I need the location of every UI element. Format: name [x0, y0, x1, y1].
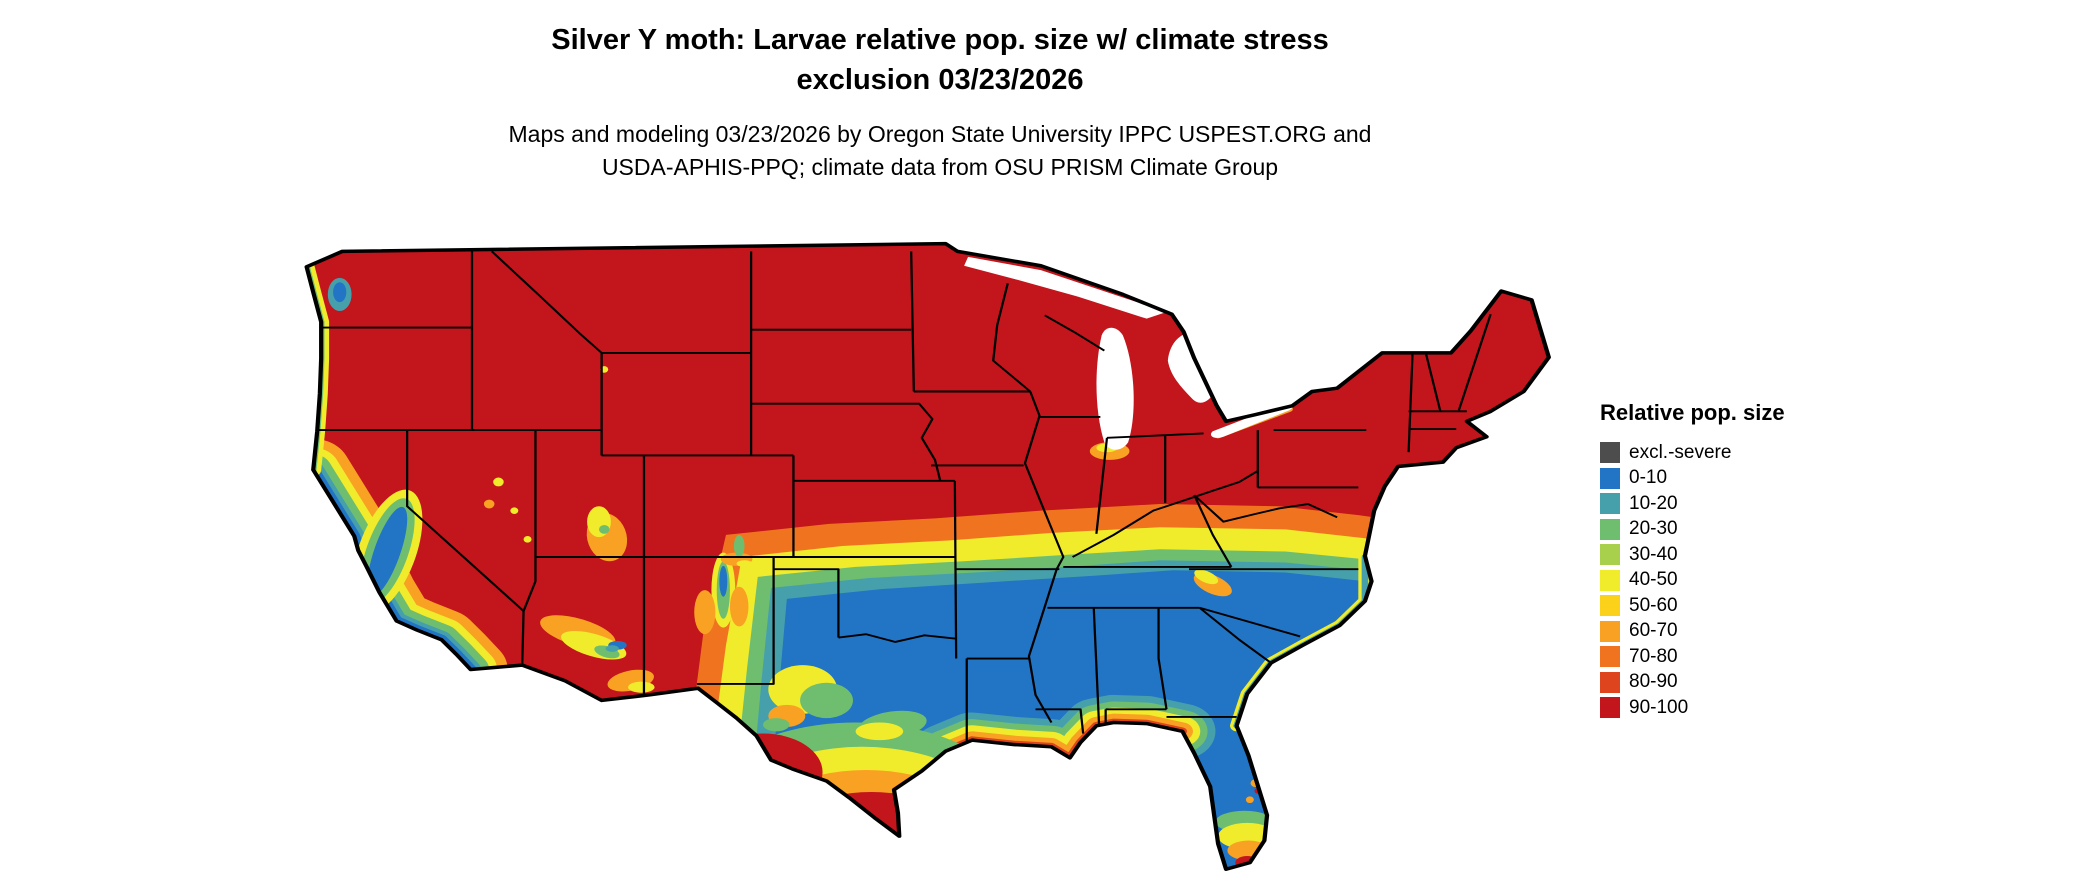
- terrain-detail-patches: [483, 366, 1232, 693]
- legend-item-label: 90-100: [1629, 696, 1689, 718]
- us-map: [300, 226, 1570, 888]
- map-fill-layer: [306, 243, 1549, 870]
- legend-swatch-0-10: [1600, 467, 1620, 489]
- legend-swatch-30-40: [1600, 544, 1620, 566]
- us-outline: [304, 241, 1551, 872]
- legend-item-label: 30-40: [1629, 543, 1678, 565]
- legend-item-label: 10-20: [1629, 492, 1678, 514]
- legend-swatch-excl.-severe: [1600, 442, 1620, 464]
- legend-item-label: 60-70: [1629, 620, 1678, 642]
- legend-item-label: 20-30: [1629, 518, 1678, 540]
- legend-swatch-80-90: [1600, 671, 1620, 693]
- legend-item: 0-10: [1600, 466, 1830, 492]
- legend-swatch-50-60: [1600, 595, 1620, 617]
- lake-michigan: [1096, 327, 1134, 450]
- legend-item-label: 0-10: [1629, 467, 1668, 489]
- legend: Relative pop. size excl.-severe 0-10 10-…: [1600, 400, 1830, 721]
- map-title-line2: exclusion 03/23/2026: [796, 64, 1084, 96]
- legend-item-label: 70-80: [1629, 645, 1678, 667]
- legend-item: 30-40: [1600, 542, 1830, 568]
- legend-item: excl.-severe: [1600, 440, 1830, 466]
- map-subtitle-line2: USDA-APHIS-PPQ; climate data from OSU PR…: [601, 154, 1279, 180]
- legend-item: 10-20: [1600, 491, 1830, 517]
- map-subtitle: Maps and modeling 03/23/2026 by Oregon S…: [0, 118, 1880, 184]
- legend-item: 40-50: [1600, 568, 1830, 594]
- state-borders-west: [315, 250, 955, 702]
- lake-superior: [964, 256, 1167, 319]
- legend-item: 20-30: [1600, 517, 1830, 543]
- legend-swatch-70-80: [1600, 646, 1620, 668]
- legend-items: excl.-severe 0-10 10-20 20-30 30-40 40-5…: [1600, 440, 1830, 721]
- legend-swatch-90-100: [1600, 697, 1620, 719]
- map-title-line1: Silver Y moth: Larvae relative pop. size…: [551, 24, 1329, 56]
- map-title: Silver Y moth: Larvae relative pop. size…: [0, 20, 1880, 100]
- legend-swatch-40-50: [1600, 569, 1620, 591]
- legend-item: 80-90: [1600, 670, 1830, 696]
- legend-swatch-60-70: [1600, 620, 1620, 642]
- us-map-svg: [304, 241, 1551, 872]
- legend-item: 70-80: [1600, 644, 1830, 670]
- map-subtitle-line1: Maps and modeling 03/23/2026 by Oregon S…: [508, 121, 1372, 147]
- legend-item: 50-60: [1600, 593, 1830, 619]
- legend-item: 60-70: [1600, 619, 1830, 645]
- legend-item-label: 40-50: [1629, 569, 1678, 591]
- legend-item-label: 50-60: [1629, 594, 1678, 616]
- legend-item: 90-100: [1600, 695, 1830, 721]
- legend-item-label: excl.-severe: [1629, 441, 1732, 463]
- state-borders-east: [1039, 314, 1492, 725]
- state-borders: [315, 250, 1492, 742]
- legend-item-label: 80-90: [1629, 671, 1678, 693]
- legend-title: Relative pop. size: [1600, 400, 1785, 425]
- legend-swatch-20-30: [1600, 518, 1620, 540]
- state-borders-central: [751, 251, 1106, 742]
- legend-swatch-10-20: [1600, 493, 1620, 515]
